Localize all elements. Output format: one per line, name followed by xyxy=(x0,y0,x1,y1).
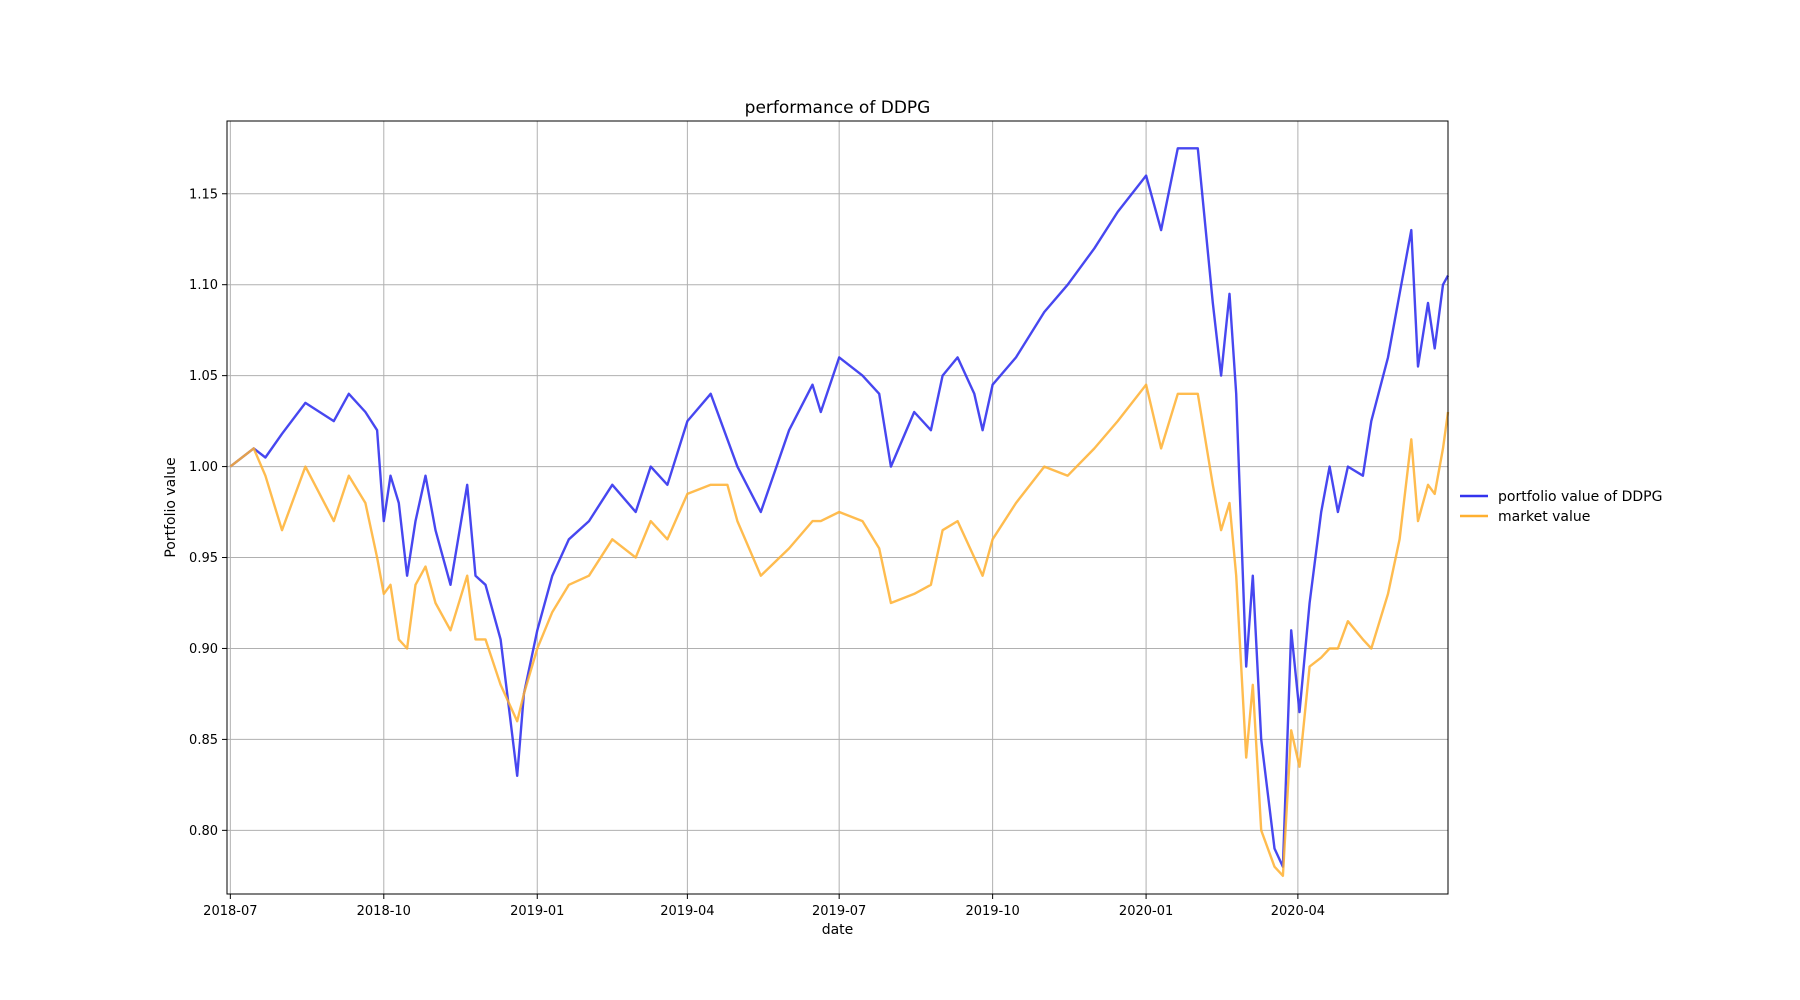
y-tick-label: 1.10 xyxy=(189,278,218,293)
x-tick-label: 2018-07 xyxy=(203,904,257,919)
x-tick-label: 2018-10 xyxy=(357,904,411,919)
x-tick-label: 2020-04 xyxy=(1271,904,1325,919)
y-tick-label: 1.05 xyxy=(189,369,218,384)
y-tick-label: 0.90 xyxy=(189,642,218,657)
x-tick-label: 2019-04 xyxy=(660,904,714,919)
x-tick-label: 2019-10 xyxy=(965,904,1019,919)
x-tick-label: 2020-01 xyxy=(1119,904,1173,919)
axis-ticks: 2018-07 2018-10 2019-01 2019-04 2019-07 2019-… xyxy=(189,187,1325,919)
legend-label: market value xyxy=(1498,509,1590,525)
plot-series xyxy=(229,147,1450,877)
plot-frame xyxy=(226,120,1449,895)
x-tick-label: 2019-07 xyxy=(812,904,866,919)
y-tick-label: 1.00 xyxy=(189,460,218,475)
series-line-portfolio xyxy=(229,147,1450,868)
legend-label: portfolio value of DDPG xyxy=(1498,489,1662,505)
series-line-market xyxy=(229,383,1450,877)
y-tick-label: 0.85 xyxy=(189,733,218,748)
y-tick-label: 1.15 xyxy=(189,187,218,202)
legend: portfolio value of DDPG market value xyxy=(1460,489,1662,525)
y-tick-label: 0.80 xyxy=(189,824,218,839)
x-axis-label: date xyxy=(822,922,854,938)
chart-title: performance of DDPG xyxy=(745,98,931,118)
y-axis-label: Portfolio value xyxy=(163,457,179,557)
y-tick-label: 0.95 xyxy=(189,551,218,566)
x-tick-label: 2019-01 xyxy=(510,904,564,919)
